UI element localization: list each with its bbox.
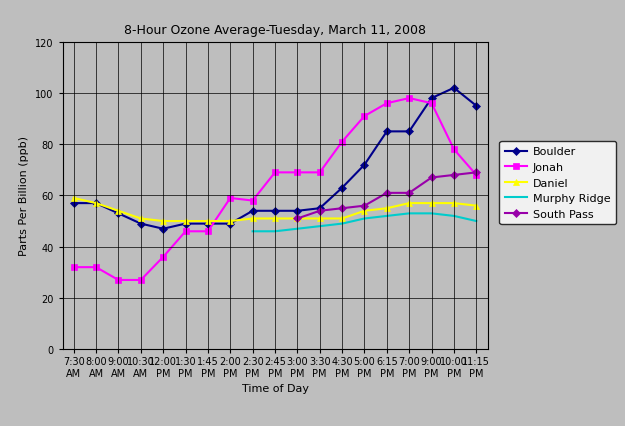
Boulder — [383, 130, 391, 135]
Daniel — [204, 219, 212, 224]
Boulder — [204, 222, 212, 227]
Boulder — [137, 222, 144, 227]
Murphy Ridge — [249, 229, 256, 234]
Daniel — [383, 206, 391, 211]
South Pass — [383, 191, 391, 196]
Jonah — [361, 114, 368, 119]
South Pass — [428, 176, 436, 181]
Boulder — [249, 209, 256, 214]
Jonah — [204, 229, 212, 234]
Murphy Ridge — [406, 211, 413, 216]
Jonah — [249, 199, 256, 204]
Jonah — [406, 96, 413, 101]
Daniel — [472, 204, 480, 209]
Daniel — [159, 219, 167, 224]
Boulder — [159, 227, 167, 232]
South Pass — [406, 191, 413, 196]
Daniel — [137, 216, 144, 222]
Daniel — [450, 201, 458, 206]
Line: Daniel: Daniel — [71, 196, 479, 225]
Jonah — [114, 278, 122, 283]
Daniel — [114, 209, 122, 214]
Murphy Ridge — [294, 227, 301, 232]
South Pass — [338, 206, 346, 211]
Boulder — [428, 96, 436, 101]
Murphy Ridge — [428, 211, 436, 216]
South Pass — [361, 204, 368, 209]
South Pass — [294, 216, 301, 222]
Line: South Pass: South Pass — [294, 170, 479, 222]
South Pass — [472, 170, 480, 176]
Jonah — [450, 147, 458, 153]
Boulder — [114, 211, 122, 216]
Boulder — [271, 209, 279, 214]
Boulder — [70, 201, 78, 206]
Daniel — [406, 201, 413, 206]
Murphy Ridge — [316, 224, 324, 229]
Boulder — [406, 130, 413, 135]
Murphy Ridge — [450, 214, 458, 219]
Daniel — [316, 216, 324, 222]
Line: Murphy Ridge: Murphy Ridge — [253, 214, 476, 232]
Boulder — [450, 86, 458, 91]
Jonah — [316, 170, 324, 176]
Boulder — [338, 186, 346, 191]
South Pass — [316, 209, 324, 214]
Jonah — [182, 229, 189, 234]
Daniel — [428, 201, 436, 206]
Daniel — [226, 219, 234, 224]
Line: Boulder: Boulder — [71, 86, 479, 232]
Jonah — [428, 101, 436, 106]
Jonah — [159, 255, 167, 260]
Daniel — [70, 196, 78, 201]
Title: 8-Hour Ozone Average-Tuesday, March 11, 2008: 8-Hour Ozone Average-Tuesday, March 11, … — [124, 24, 426, 37]
Jonah — [383, 101, 391, 106]
Murphy Ridge — [472, 219, 480, 224]
Murphy Ridge — [338, 222, 346, 227]
Boulder — [92, 201, 100, 206]
Murphy Ridge — [271, 229, 279, 234]
Boulder — [182, 222, 189, 227]
Daniel — [182, 219, 189, 224]
Daniel — [249, 216, 256, 222]
Daniel — [338, 216, 346, 222]
Daniel — [294, 216, 301, 222]
Jonah — [92, 265, 100, 270]
Jonah — [271, 170, 279, 176]
South Pass — [450, 173, 458, 178]
Jonah — [70, 265, 78, 270]
Boulder — [316, 206, 324, 211]
Murphy Ridge — [383, 214, 391, 219]
Jonah — [294, 170, 301, 176]
Boulder — [361, 163, 368, 168]
Jonah — [472, 173, 480, 178]
Jonah — [338, 140, 346, 145]
Line: Jonah: Jonah — [71, 96, 479, 283]
Daniel — [361, 209, 368, 214]
X-axis label: Time of Day: Time of Day — [241, 383, 309, 393]
Boulder — [294, 209, 301, 214]
Boulder — [226, 222, 234, 227]
Boulder — [472, 104, 480, 109]
Jonah — [137, 278, 144, 283]
Murphy Ridge — [361, 216, 368, 222]
Legend: Boulder, Jonah, Daniel, Murphy Ridge, South Pass: Boulder, Jonah, Daniel, Murphy Ridge, So… — [499, 141, 616, 225]
Y-axis label: Parts Per Billion (ppb): Parts Per Billion (ppb) — [19, 136, 29, 256]
Daniel — [92, 201, 100, 206]
Daniel — [271, 216, 279, 222]
Jonah — [226, 196, 234, 201]
